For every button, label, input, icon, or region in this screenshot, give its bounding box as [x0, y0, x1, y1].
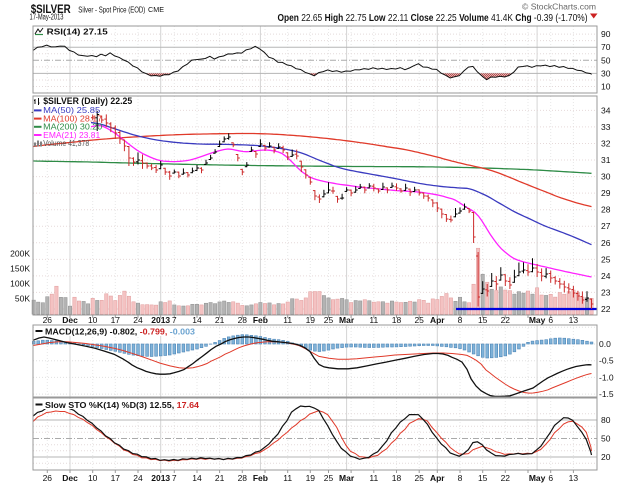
- svg-text:-1.5: -1.5: [599, 389, 614, 399]
- svg-text:28: 28: [601, 205, 611, 215]
- svg-text:28: 28: [238, 315, 248, 325]
- svg-text:26: 26: [43, 473, 53, 483]
- svg-text:50: 50: [601, 434, 611, 444]
- svg-text:2013: 2013: [151, 473, 170, 483]
- svg-text:24: 24: [601, 271, 611, 281]
- svg-text:26: 26: [601, 238, 611, 248]
- svg-text:30: 30: [601, 68, 611, 78]
- svg-text:21: 21: [215, 473, 225, 483]
- svg-text:May: May: [529, 315, 546, 325]
- svg-text:Silver - Spot Price (EOD): Silver - Spot Price (EOD): [78, 5, 145, 15]
- svg-text:10: 10: [601, 82, 611, 92]
- svg-text:22: 22: [601, 304, 611, 314]
- svg-text:23: 23: [601, 287, 611, 297]
- svg-text:Apr: Apr: [430, 315, 445, 325]
- svg-text:28: 28: [238, 473, 248, 483]
- svg-text:8: 8: [458, 473, 463, 483]
- svg-text:34: 34: [601, 105, 611, 115]
- svg-text:24: 24: [133, 315, 143, 325]
- svg-text:25: 25: [324, 315, 334, 325]
- svg-text:11: 11: [369, 315, 378, 325]
- svg-text:90: 90: [601, 29, 611, 39]
- svg-text:18: 18: [392, 315, 402, 325]
- svg-text:150K: 150K: [10, 264, 30, 274]
- svg-text:Feb: Feb: [253, 315, 268, 325]
- svg-text:32: 32: [601, 139, 611, 149]
- svg-text:27: 27: [601, 221, 611, 231]
- svg-text:Open 22.65 High 22.75 Low 22.1: Open 22.65 High 22.75 Low 22.11 Close 22…: [278, 13, 588, 24]
- svg-text:13: 13: [569, 473, 579, 483]
- svg-text:7: 7: [172, 315, 177, 325]
- svg-text:-0.5: -0.5: [599, 356, 614, 366]
- svg-text:Mar: Mar: [339, 315, 355, 325]
- svg-text:2013: 2013: [151, 315, 170, 325]
- svg-text:24: 24: [133, 473, 143, 483]
- svg-text:6: 6: [548, 473, 553, 483]
- svg-text:25: 25: [601, 254, 611, 264]
- svg-text:7: 7: [172, 473, 177, 483]
- svg-text:200K: 200K: [10, 249, 30, 259]
- svg-text:26: 26: [43, 315, 53, 325]
- svg-text:19: 19: [306, 473, 316, 483]
- svg-text:14: 14: [192, 473, 202, 483]
- svg-text:25: 25: [414, 473, 424, 483]
- svg-text:30: 30: [601, 172, 611, 182]
- svg-text:100K: 100K: [10, 279, 30, 289]
- svg-text:10: 10: [88, 473, 98, 483]
- svg-text:Mar: Mar: [339, 473, 355, 483]
- svg-text:CME: CME: [148, 5, 164, 14]
- svg-text:20: 20: [601, 452, 611, 462]
- svg-text:29: 29: [601, 188, 611, 198]
- svg-text:11: 11: [283, 473, 292, 483]
- svg-text:Volume 41,378: Volume 41,378: [43, 139, 89, 148]
- svg-text:18: 18: [392, 473, 402, 483]
- svg-text:33: 33: [601, 122, 611, 132]
- svg-text:15: 15: [478, 315, 488, 325]
- svg-text:70: 70: [601, 42, 611, 52]
- svg-text:80: 80: [601, 415, 611, 425]
- svg-text:$SILVER (Daily) 22.25: $SILVER (Daily) 22.25: [43, 96, 132, 106]
- svg-text:MACD(12,26,9) -0.802, -0.799,: MACD(12,26,9) -0.802, -0.799, -0.003: [45, 327, 195, 337]
- svg-text:11: 11: [369, 473, 378, 483]
- svg-text:RSI(14) 27.15: RSI(14) 27.15: [47, 26, 108, 36]
- svg-text:11: 11: [283, 315, 292, 325]
- svg-text:Slow STO %K(14) %D(3) 12.55, 1: Slow STO %K(14) %D(3) 12.55, 17.64: [45, 400, 199, 410]
- svg-text:50K: 50K: [15, 294, 30, 304]
- svg-text:50: 50: [601, 55, 611, 65]
- svg-text:13: 13: [569, 315, 579, 325]
- svg-text:0.0: 0.0: [599, 339, 611, 349]
- svg-text:Apr: Apr: [430, 473, 445, 483]
- svg-text:25: 25: [324, 473, 334, 483]
- svg-text:17-May-2013: 17-May-2013: [30, 13, 64, 22]
- svg-text:31: 31: [601, 155, 611, 165]
- svg-text:8: 8: [458, 315, 463, 325]
- svg-text:© StockCharts.com: © StockCharts.com: [522, 2, 596, 12]
- svg-text:22: 22: [501, 315, 511, 325]
- svg-text:17: 17: [111, 315, 121, 325]
- svg-text:Dec: Dec: [62, 473, 78, 483]
- svg-text:17: 17: [111, 473, 121, 483]
- svg-text:10: 10: [88, 315, 98, 325]
- svg-text:25: 25: [414, 315, 424, 325]
- svg-text:15: 15: [478, 473, 488, 483]
- svg-text:19: 19: [306, 315, 316, 325]
- svg-text:May: May: [529, 473, 546, 483]
- svg-text:6: 6: [548, 315, 553, 325]
- svg-text:Dec: Dec: [62, 315, 78, 325]
- svg-text:21: 21: [215, 315, 225, 325]
- svg-text:Feb: Feb: [253, 473, 268, 483]
- svg-text:22: 22: [501, 473, 511, 483]
- svg-text:14: 14: [192, 315, 202, 325]
- svg-text:-1.0: -1.0: [599, 372, 614, 382]
